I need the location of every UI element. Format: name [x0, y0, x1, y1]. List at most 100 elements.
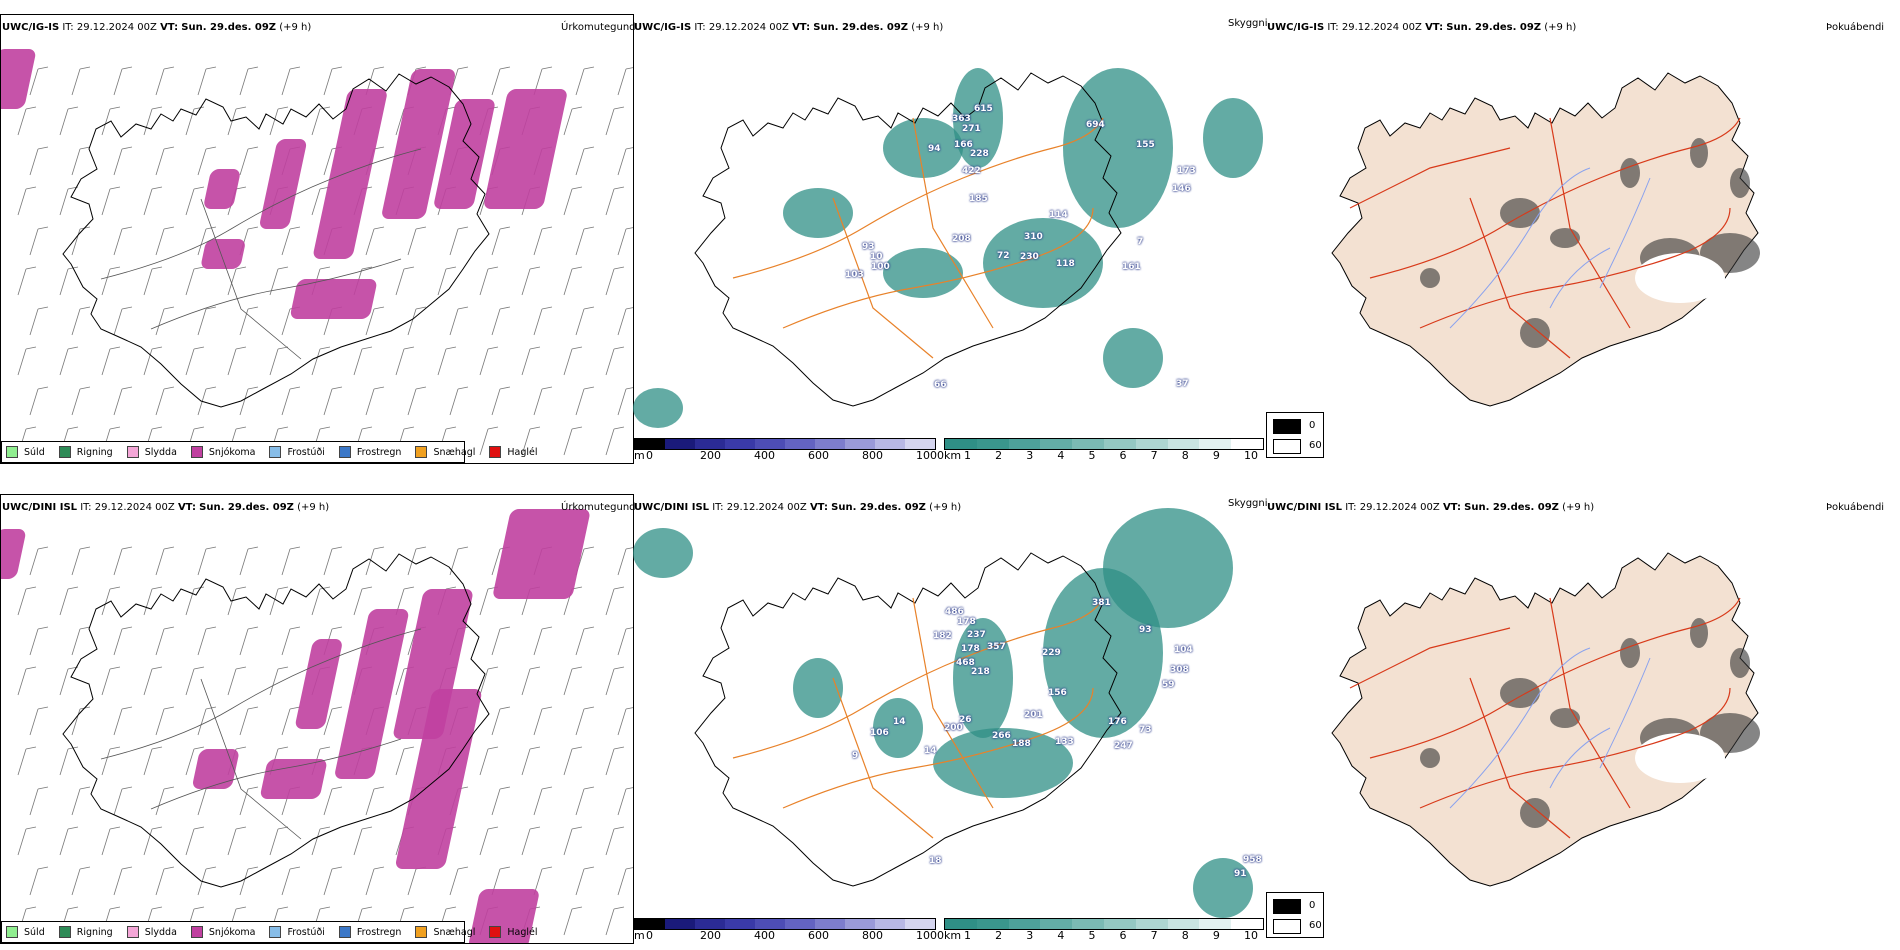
visibility-value-label: 958 [1243, 855, 1262, 865]
height-colorbar: m 0 200 400 600 800 1000 [634, 918, 944, 946]
visibility-value-label: 208 [952, 234, 971, 244]
iceland-precip-map [1, 509, 633, 943]
visibility-value-label: 18 [929, 856, 942, 866]
visibility-value-label: 14 [924, 746, 937, 756]
panel-title: UWC/DINI ISL IT: 29.12.2024 00Z VT: Sun.… [2, 502, 330, 513]
visibility-value-label: 72 [997, 251, 1010, 261]
scale-unit: km [944, 929, 962, 942]
legend-item: Rigning [58, 926, 113, 938]
legend-label: Haglél [507, 926, 538, 938]
legend-item: Haglél [489, 926, 538, 938]
panel-name: Þokuábendi [1826, 22, 1885, 33]
visibility-value-label: 237 [967, 630, 986, 640]
visibility-value-label: 229 [1042, 648, 1061, 658]
scale-tick: 5 [1088, 929, 1096, 942]
legend-item: Haglél [489, 446, 538, 458]
visibility-value-label: 10 [870, 252, 883, 262]
legend-swatch [338, 926, 351, 938]
legend-item: Frostúði [269, 446, 325, 458]
scale-tick: 800 [862, 449, 883, 462]
visibility-value-label: 93 [862, 242, 875, 252]
visibility-value-label: 166 [954, 140, 973, 150]
visibility-value-label: 176 [1108, 717, 1127, 727]
scale-tick: 6 [1119, 929, 1127, 942]
scale-unit: m [634, 449, 645, 462]
legend-swatch [6, 926, 18, 938]
scale-tick: 400 [754, 449, 775, 462]
scale-tick: 1 [964, 929, 971, 942]
scale-tick: 9 [1212, 929, 1220, 942]
visibility-colorbar: km 1 2 3 4 5 6 7 8 9 10 [944, 918, 1264, 946]
visibility-value-label: 93 [1139, 625, 1152, 635]
precip-type-panel-bottom: Súld Rigning Slydda Snjókoma Frostúði Frostre… [0, 494, 634, 944]
visibility-colorbar: km 1 2 3 4 5 6 7 8 9 10 [944, 438, 1264, 466]
legend-swatch [126, 446, 139, 458]
visibility-value-label: 310 [1024, 232, 1043, 242]
scale-tick: 5 [1088, 449, 1096, 462]
legend-item: Frostregn [338, 446, 401, 458]
panel-name: Þokuábendi [1826, 502, 1885, 513]
legend-swatch [269, 446, 282, 458]
legend-label: Snæhagl [433, 446, 476, 458]
legend-item: Súld [6, 926, 45, 938]
visibility-value-label: 694 [1086, 120, 1105, 130]
scale-tick: 400 [754, 929, 775, 942]
visibility-value-label: 218 [971, 667, 990, 677]
iceland-precip-map [1, 49, 633, 456]
visibility-value-label: 103 [845, 270, 864, 280]
visibility-value-label: 178 [961, 644, 980, 654]
legend-label: Rigning [76, 926, 113, 938]
scale-tick: 2 [995, 929, 1003, 942]
legend-swatch [190, 446, 203, 458]
legend-label: Súld [24, 446, 45, 458]
legend-label: Slydda [144, 446, 177, 458]
legend-item: Frostregn [338, 926, 401, 938]
visibility-value-label: 228 [970, 149, 989, 159]
legend-item: Snjókoma [190, 446, 256, 458]
legend-swatch [269, 926, 282, 938]
scale-tick: 600 [808, 449, 829, 462]
legend-swatch [489, 446, 502, 458]
scale-tick: 800 [862, 929, 883, 942]
iceland-fog-map [1331, 552, 1760, 887]
visibility-value-label: 7 [1137, 237, 1144, 247]
legend-item: Snæhagl [415, 446, 475, 458]
visibility-value-label: 308 [1170, 665, 1189, 675]
visibility-value-label: 104 [1174, 645, 1193, 655]
scale-tick: 3 [1026, 449, 1034, 462]
legend-swatch [6, 446, 18, 458]
legend-item: Frostúði [269, 926, 325, 938]
visibility-value-label: 91 [1234, 869, 1247, 879]
panel-name: Úrkomutegund [561, 22, 636, 33]
scale-tick: 4 [1057, 449, 1065, 462]
scale-tick: 9 [1212, 449, 1220, 462]
legend-label: Snjókoma [208, 446, 256, 458]
legend-swatch [58, 446, 71, 458]
scale-tick: 200 [700, 929, 721, 942]
legend-swatch [126, 926, 139, 938]
scale-tick: 10 [1244, 929, 1258, 942]
legend-swatch [338, 446, 351, 458]
scale-unit: m [634, 929, 645, 942]
visibility-value-label: 201 [1024, 710, 1043, 720]
legend-label: Snjókoma [208, 926, 256, 938]
visibility-value-label: 118 [1056, 259, 1075, 269]
scale-unit: km [944, 449, 962, 462]
legend-label: Rigning [76, 446, 113, 458]
visibility-value-label: 185 [969, 194, 988, 204]
legend-swatch [190, 926, 203, 938]
visibility-value-label: 14 [893, 717, 906, 727]
fog-legend: 0 60 [1266, 412, 1324, 458]
panel-title: UWC/IG-IS IT: 29.12.2024 00Z VT: Sun. 29… [1267, 22, 1577, 33]
visibility-value-label: 114 [1049, 210, 1068, 220]
legend-label: Slydda [144, 926, 177, 938]
visibility-value-label: 230 [1020, 252, 1039, 262]
visibility-value-label: 486 [945, 607, 964, 617]
visibility-value-label: 468 [956, 658, 975, 668]
legend-label: Haglél [507, 446, 538, 458]
iceland-fog-map [1331, 72, 1760, 407]
visibility-value-label: 66 [934, 380, 947, 390]
legend-swatch [415, 926, 428, 938]
legend-item: Snjókoma [190, 926, 256, 938]
legend-item: Rigning [58, 446, 113, 458]
